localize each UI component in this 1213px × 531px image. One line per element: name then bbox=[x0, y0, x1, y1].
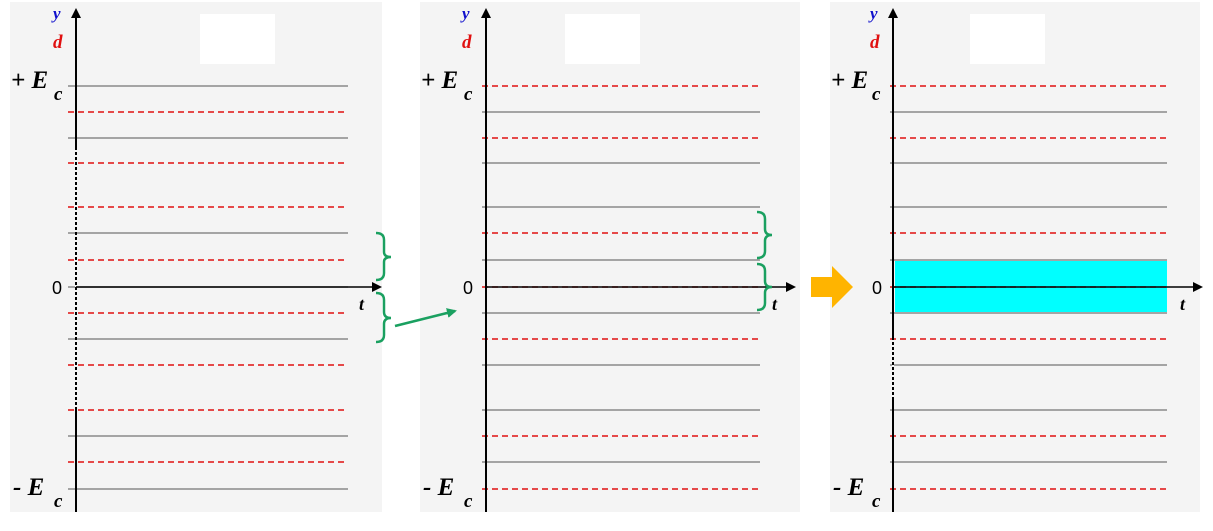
panel-1-top-subscript: c bbox=[54, 84, 63, 105]
panel-2-lower-bracket bbox=[756, 262, 773, 312]
panel-1-top-label: + E bbox=[11, 67, 48, 94]
panel-1-white-patch bbox=[200, 14, 275, 64]
panel-3-zero-label: 0 bbox=[872, 278, 882, 298]
panel-1-zero-label: 0 bbox=[52, 278, 62, 298]
panel-3-bottom-label: - E bbox=[833, 474, 864, 501]
panel-2-white-patch bbox=[565, 14, 640, 64]
panel-2-zero-label: 0 bbox=[463, 278, 473, 298]
panel-2-upper-bracket bbox=[756, 210, 773, 260]
panel-1-bottom-label: - E bbox=[13, 474, 44, 501]
panel-2-bottom-subscript: c bbox=[464, 491, 473, 512]
panel-1-bottom-subscript: c bbox=[54, 491, 63, 512]
panel-3-t-label: t bbox=[1180, 294, 1186, 314]
panel-1-lower-bracket bbox=[375, 291, 392, 344]
panel-3-top-subscript: c bbox=[872, 84, 881, 105]
panel-3-top-label: + E bbox=[831, 67, 868, 94]
panel-1-d-label: d bbox=[53, 32, 63, 53]
panel-1-upper-bracket bbox=[375, 231, 392, 282]
panel-2-top-label: + E bbox=[421, 67, 458, 94]
panel-2-d-label: d bbox=[462, 32, 472, 53]
green-arrow-icon bbox=[394, 308, 457, 328]
panel-2-y-label: y bbox=[460, 4, 470, 23]
panel-3-d-label: d bbox=[870, 32, 880, 53]
panel-2-background bbox=[420, 2, 800, 512]
orange-right-arrow-icon bbox=[811, 266, 853, 308]
panel-1-background bbox=[10, 2, 382, 512]
panel-1-y-label: y bbox=[51, 4, 61, 23]
panel-2-top-subscript: c bbox=[464, 84, 473, 105]
panel-3-bottom-subscript: c bbox=[872, 491, 881, 512]
panel-3-y-label: y bbox=[868, 4, 878, 23]
panel-3-background bbox=[830, 2, 1200, 512]
panel-2-t-label: t bbox=[772, 294, 778, 314]
panel-3-white-patch bbox=[970, 14, 1045, 64]
panel-1-lines bbox=[68, 85, 348, 490]
panel-1-t-label: t bbox=[359, 294, 365, 314]
panel-2-bottom-label: - E bbox=[423, 474, 454, 501]
